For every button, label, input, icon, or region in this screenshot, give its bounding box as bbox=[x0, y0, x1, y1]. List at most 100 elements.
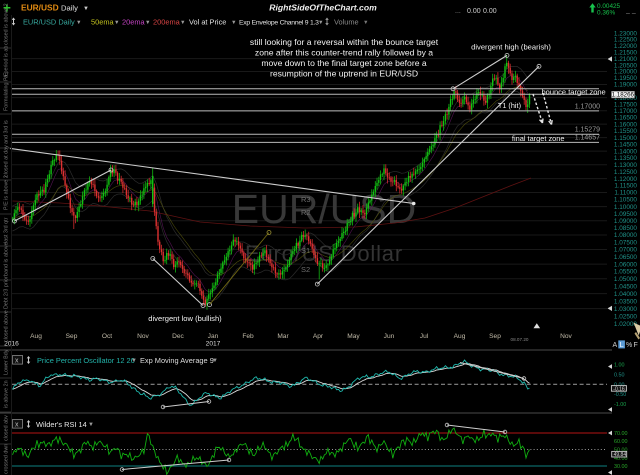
svg-text:1.03500: 1.03500 bbox=[614, 298, 638, 305]
svg-text:1.08000: 1.08000 bbox=[614, 232, 638, 239]
svg-text:1.15000: 1.15000 bbox=[614, 135, 638, 142]
svg-text:50ema: 50ema bbox=[91, 18, 114, 27]
svg-text:60.00: 60.00 bbox=[614, 439, 628, 445]
svg-text:1.17000: 1.17000 bbox=[614, 108, 638, 115]
svg-text:1.11500: 1.11500 bbox=[614, 183, 637, 190]
svg-text:1.09500: 1.09500 bbox=[614, 211, 638, 218]
svg-text:band is above: band is above bbox=[4, 242, 10, 276]
svg-text:1.00: 1.00 bbox=[614, 362, 625, 368]
svg-text:▼: ▼ bbox=[83, 6, 89, 12]
svg-text:1.14657: 1.14657 bbox=[575, 135, 600, 142]
svg-text:Dec: Dec bbox=[172, 333, 184, 340]
svg-text:1.19000: 1.19000 bbox=[614, 82, 638, 89]
svg-text:Feb: Feb bbox=[242, 333, 254, 340]
svg-text:RightSideOfTheChart.com: RightSideOfTheChart.com bbox=[269, 3, 377, 13]
svg-text:0.00: 0.00 bbox=[483, 8, 497, 15]
svg-text:0.36%: 0.36% bbox=[597, 10, 615, 17]
svg-text:Sep: Sep bbox=[66, 333, 78, 340]
svg-text:1.17000: 1.17000 bbox=[575, 104, 600, 111]
svg-text:Volume: Volume bbox=[334, 18, 359, 27]
svg-text:EUR/USD: EUR/USD bbox=[232, 186, 417, 232]
svg-text:50.00: 50.00 bbox=[614, 448, 628, 454]
svg-text:– –: – – bbox=[626, 10, 636, 17]
svg-text:final target zone: final target zone bbox=[512, 134, 565, 143]
svg-text:1.02000: 1.02000 bbox=[614, 321, 638, 328]
svg-text:1.04500: 1.04500 bbox=[614, 283, 638, 290]
svg-text:Mar: Mar bbox=[277, 333, 289, 340]
svg-text:▼: ▼ bbox=[145, 20, 151, 26]
svg-text:Euro/US Dollar: Euro/US Dollar bbox=[245, 241, 403, 266]
svg-text:move down to the final target: move down to the final target zone befor… bbox=[261, 58, 427, 68]
svg-text:1.12500: 1.12500 bbox=[614, 169, 638, 176]
svg-text:Debt 2/3 prior: Debt 2/3 prior bbox=[4, 276, 10, 309]
svg-text:divergent high (bearish): divergent high (bearish) bbox=[471, 43, 551, 52]
svg-text:▼: ▼ bbox=[131, 358, 137, 364]
svg-text:1.05000: 1.05000 bbox=[614, 276, 638, 283]
svg-text:Nov: Nov bbox=[137, 333, 149, 340]
svg-text:49.84: 49.84 bbox=[614, 452, 627, 458]
svg-text:1.07500: 1.07500 bbox=[614, 239, 638, 246]
svg-text:40.00: 40.00 bbox=[614, 456, 628, 462]
svg-text:-0.16: -0.16 bbox=[613, 386, 625, 392]
svg-text:1.20500: 1.20500 bbox=[614, 62, 638, 69]
svg-text:▼: ▼ bbox=[318, 20, 324, 26]
svg-text:1.07000: 1.07000 bbox=[614, 247, 638, 254]
svg-text:1.02500: 1.02500 bbox=[614, 313, 638, 320]
svg-text:1.10000: 1.10000 bbox=[614, 204, 638, 211]
svg-text:1.16500: 1.16500 bbox=[614, 115, 638, 122]
svg-text:Daily: Daily bbox=[61, 4, 78, 13]
svg-text:1.21000: 1.21000 bbox=[614, 56, 638, 63]
svg-text:closed is above 2: closed is above 2 bbox=[4, 3, 10, 45]
svg-text:1.17500: 1.17500 bbox=[614, 101, 638, 108]
svg-text:still looking for a reversal w: still looking for a reversal within the … bbox=[250, 37, 439, 47]
svg-text:▼: ▼ bbox=[114, 20, 120, 26]
svg-text:R2: R2 bbox=[301, 208, 311, 217]
svg-text:1.03000: 1.03000 bbox=[614, 306, 638, 313]
svg-text:S1: S1 bbox=[301, 246, 310, 255]
svg-text:T1 (hit): T1 (hit) bbox=[498, 101, 521, 110]
svg-text:▼: ▼ bbox=[231, 20, 237, 26]
svg-text:1.22000: 1.22000 bbox=[614, 43, 638, 50]
svg-text:0.00425: 0.00425 bbox=[597, 3, 621, 10]
svg-text:closed at day: closed at day bbox=[4, 145, 10, 177]
svg-text:F: F bbox=[634, 342, 638, 349]
svg-text:L: L bbox=[620, 342, 624, 349]
svg-text:Sep: Sep bbox=[489, 333, 501, 340]
svg-text:Price Percent Oscillator 12 26: Price Percent Oscillator 12 26 bbox=[37, 356, 135, 365]
svg-text:+: + bbox=[3, 1, 11, 16]
svg-text:Apr: Apr bbox=[313, 333, 324, 340]
svg-text:1.11000: 1.11000 bbox=[614, 190, 637, 197]
svg-text:▼: ▼ bbox=[76, 20, 82, 26]
svg-text:1.04000: 1.04000 bbox=[614, 291, 638, 298]
svg-text:20ema: 20ema bbox=[122, 18, 145, 27]
svg-text:1.06000: 1.06000 bbox=[614, 261, 638, 268]
svg-text:x: x bbox=[15, 358, 19, 365]
svg-text:1.15279: 1.15279 bbox=[575, 127, 600, 134]
svg-text:1.14000: 1.14000 bbox=[614, 148, 638, 155]
svg-text:0.00: 0.00 bbox=[467, 8, 481, 15]
svg-text:%: % bbox=[626, 342, 632, 349]
svg-text:▼: ▼ bbox=[363, 20, 369, 26]
svg-text:1.23000: 1.23000 bbox=[614, 30, 638, 37]
svg-text:1.18266: 1.18266 bbox=[612, 92, 635, 99]
svg-text:May: May bbox=[347, 333, 360, 340]
svg-text:1.10500: 1.10500 bbox=[614, 197, 638, 204]
svg-text:Jun: Jun bbox=[384, 333, 395, 340]
svg-text:Aug: Aug bbox=[30, 333, 42, 340]
svg-text:S2: S2 bbox=[301, 265, 310, 274]
svg-text:Oct: Oct bbox=[102, 333, 112, 340]
svg-text:1.15500: 1.15500 bbox=[614, 128, 638, 135]
svg-text:08.07.20: 08.07.20 bbox=[511, 337, 529, 342]
svg-text:▼: ▼ bbox=[88, 422, 94, 428]
svg-text:a period is ab: a period is ab bbox=[4, 46, 10, 78]
svg-text:R3: R3 bbox=[301, 195, 311, 204]
svg-text:0.50: 0.50 bbox=[614, 372, 625, 378]
svg-text:x: x bbox=[15, 422, 19, 429]
svg-text:EUR/USD Daily: EUR/USD Daily bbox=[23, 18, 75, 27]
svg-text:Vol at Price: Vol at Price bbox=[189, 18, 226, 27]
svg-text:Wilder's RSI 14: Wilder's RSI 14 bbox=[36, 420, 87, 429]
svg-text:Nov: Nov bbox=[560, 333, 572, 340]
svg-text:1.22500: 1.22500 bbox=[614, 37, 638, 44]
svg-text:...: ... bbox=[455, 8, 461, 15]
svg-text:Aug: Aug bbox=[454, 333, 466, 340]
